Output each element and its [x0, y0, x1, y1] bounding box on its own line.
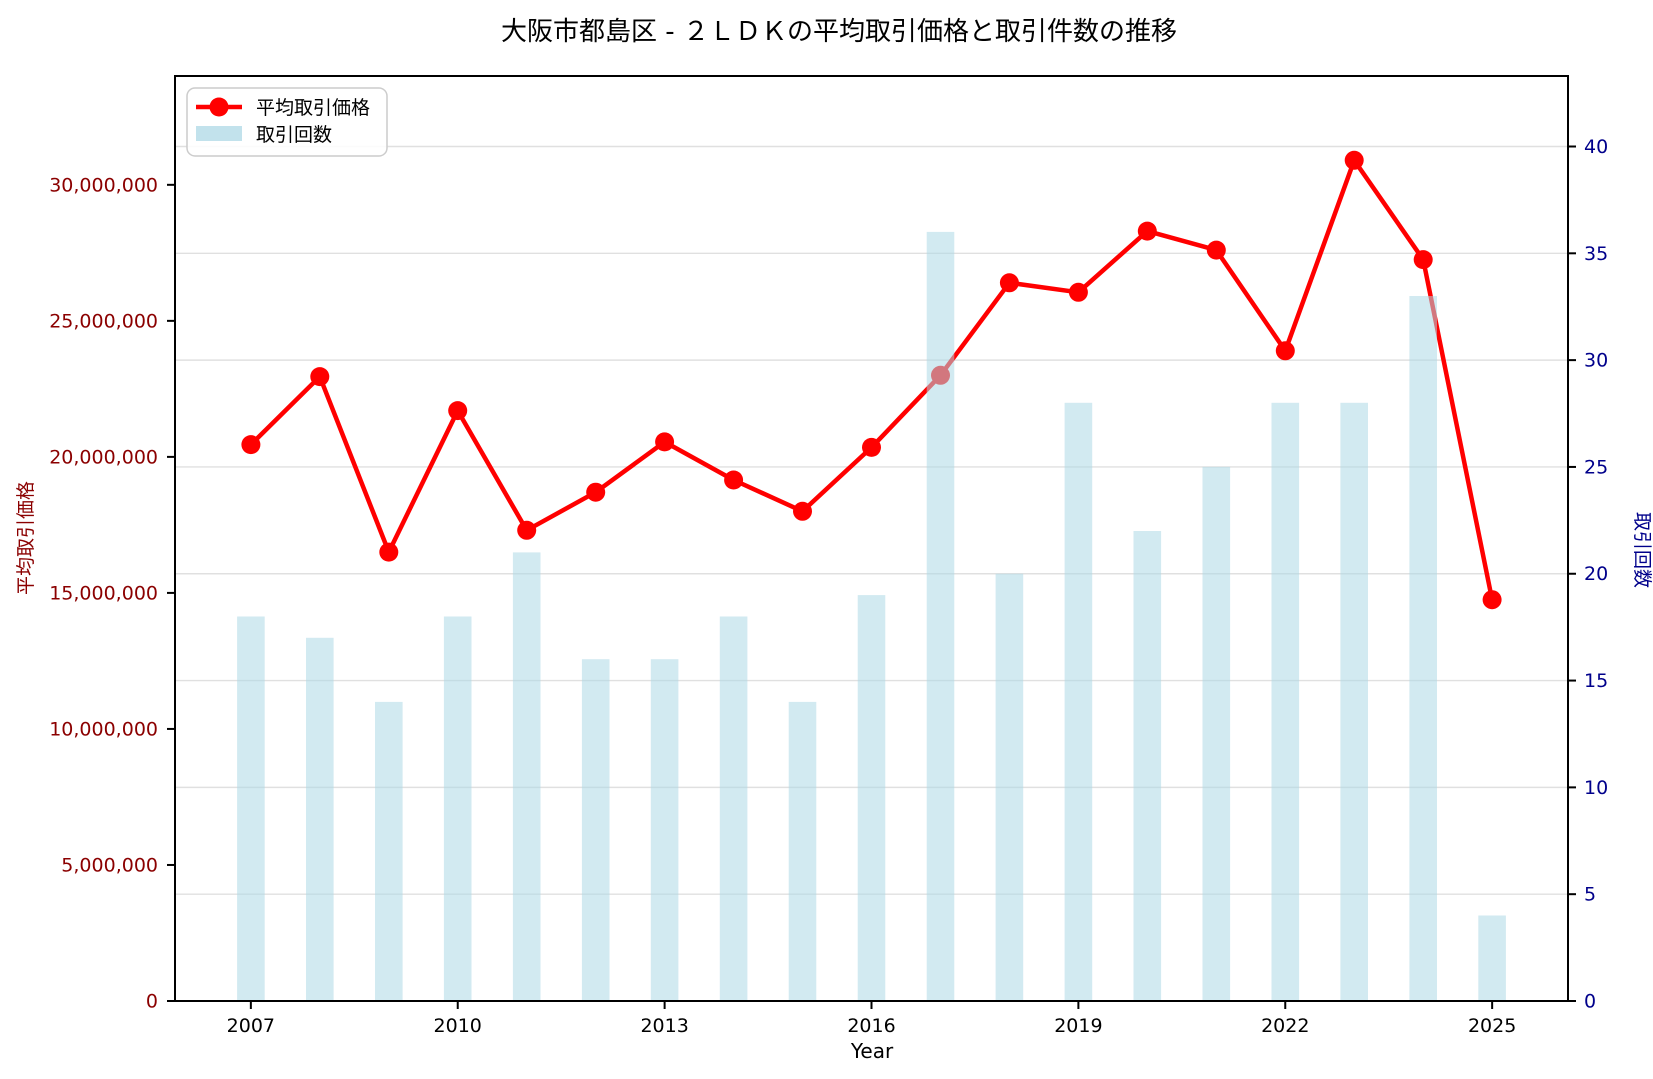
price-point-2015 [793, 501, 812, 521]
left-tick-label: 5,000,000 [61, 854, 158, 876]
right-tick-label: 15 [1584, 670, 1608, 692]
price-point-2018 [999, 273, 1019, 293]
x-tick-label: 2013 [640, 1015, 688, 1037]
left-tick-label: 10,000,000 [49, 718, 158, 740]
price-point-2022 [1275, 341, 1295, 361]
count-bar-2014 [719, 616, 748, 1001]
count-bars-layer [237, 231, 1506, 1001]
x-tick-label: 2010 [434, 1015, 482, 1037]
price-point-2016 [862, 437, 881, 457]
price-point-2021 [1206, 240, 1226, 260]
chart-title: 大阪市都島区 - ２ＬＤＫの平均取引価格と取引件数の推移 [501, 17, 1177, 47]
left-tick-label: 20,000,000 [49, 446, 158, 468]
left-tick-label: 30,000,000 [49, 174, 158, 196]
price-point-2010 [448, 401, 468, 421]
count-bar-2013 [650, 659, 679, 1001]
count-bar-2022 [1271, 402, 1300, 1001]
right-tick-label: 10 [1584, 777, 1608, 799]
right-tick-label: 40 [1584, 136, 1608, 158]
count-bar-2017 [926, 231, 955, 1001]
price-line-layer [241, 150, 1502, 610]
price-point-2007 [241, 435, 261, 455]
legend-label-price: 平均取引価格 [256, 97, 370, 119]
count-bar-2015 [788, 701, 817, 1001]
count-bar-2011 [512, 552, 541, 1001]
left-tick-label: 15,000,000 [49, 582, 158, 604]
price-point-2008 [310, 367, 330, 387]
count-bar-2010 [443, 616, 472, 1001]
count-bar-2025 [1478, 915, 1506, 1001]
tick-layer: 0 5,000,000 10,000,000 15,000,000 20,000,000… [49, 136, 1608, 1037]
count-bar-2021 [1202, 466, 1231, 1001]
price-point-2023 [1344, 150, 1364, 170]
right-tick-label: 20 [1584, 563, 1608, 585]
count-bar-2018 [995, 573, 1024, 1001]
count-bar-2008 [306, 637, 334, 1001]
right-tick-label: 35 [1584, 243, 1608, 265]
count-bar-2024 [1409, 296, 1437, 1001]
price-point-2020 [1137, 221, 1157, 241]
x-tick-label: 2025 [1468, 1015, 1516, 1037]
right-tick-label: 0 [1584, 991, 1596, 1013]
price-point-2019 [1068, 282, 1088, 302]
price-point-2012 [586, 482, 606, 502]
count-bar-2020 [1133, 531, 1162, 1001]
count-bar-2009 [375, 701, 403, 1001]
price-point-2024 [1413, 250, 1433, 270]
right-tick-label: 25 [1584, 456, 1608, 478]
x-tick-label: 2007 [227, 1015, 275, 1037]
x-axis-label: Year [850, 1039, 894, 1063]
x-tick-label: 2019 [1054, 1015, 1102, 1037]
count-bar-2023 [1340, 402, 1368, 1001]
left-tick-label: 25,000,000 [49, 310, 158, 332]
x-tick-label: 2022 [1261, 1015, 1309, 1037]
price-line [248, 158, 1495, 602]
left-tick-label: 0 [146, 991, 158, 1013]
left-y-axis-label: 平均取引価格 [15, 481, 37, 595]
count-bar-2007 [237, 616, 265, 1001]
right-y-axis-label: 取引回数 [1631, 512, 1653, 588]
right-tick-label: 30 [1584, 350, 1608, 372]
right-tick-label: 5 [1584, 884, 1596, 906]
price-point-2014 [724, 470, 744, 490]
legend: 平均取引価格 取引回数 [186, 87, 388, 157]
legend-marker-icon [209, 97, 229, 117]
count-bar-2016 [857, 595, 886, 1001]
legend-label-count: 取引回数 [256, 124, 332, 146]
price-point-2013 [655, 432, 675, 452]
legend-bar-swatch-icon [196, 126, 242, 141]
price-point-2011 [517, 520, 537, 540]
count-bar-2019 [1064, 402, 1093, 1001]
price-point-2025 [1482, 590, 1502, 610]
count-bar-2012 [581, 659, 610, 1001]
price-point-2009 [379, 542, 399, 562]
x-tick-label: 2016 [847, 1015, 895, 1037]
